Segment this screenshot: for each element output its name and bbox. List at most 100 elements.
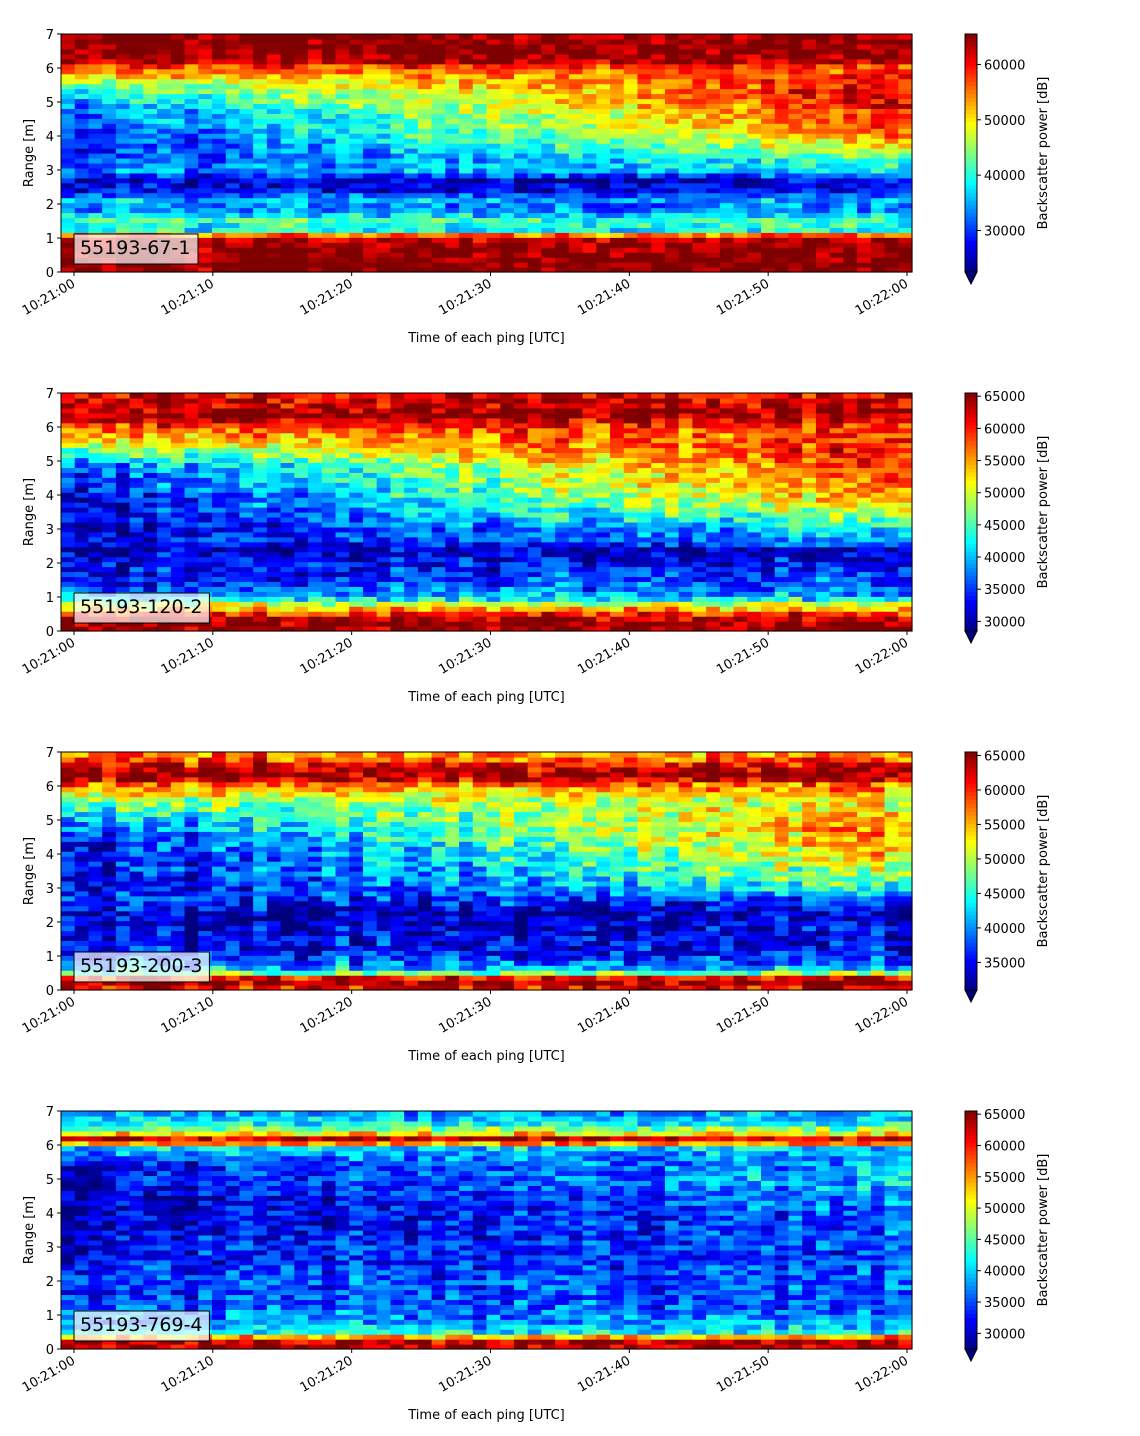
heatmap-cell	[102, 103, 117, 109]
heatmap-cell	[61, 526, 76, 533]
heatmap-cell	[404, 531, 419, 538]
heatmap-cell	[747, 88, 762, 95]
heatmap-cell	[198, 177, 213, 184]
heatmap-cell	[266, 38, 282, 45]
heatmap-cell	[500, 58, 515, 65]
heatmap-cell	[280, 262, 295, 268]
heatmap-cell	[500, 546, 515, 553]
heatmap-cell	[417, 581, 433, 587]
heatmap-cell	[143, 452, 158, 459]
heatmap-cell	[719, 103, 735, 109]
heatmap-cell	[198, 78, 213, 85]
heatmap-cell	[527, 571, 543, 578]
heatmap-cell	[102, 566, 117, 573]
heatmap-cell	[74, 581, 90, 587]
heatmap-cell	[788, 53, 803, 60]
heatmap-cell	[541, 561, 556, 568]
heatmap-cell	[857, 113, 872, 119]
heatmap-cell	[843, 252, 858, 258]
heatmap-cell	[568, 237, 584, 243]
heatmap-cell	[513, 621, 529, 627]
heatmap-cell	[431, 571, 446, 578]
heatmap-cell	[74, 393, 90, 399]
heatmap-cell	[225, 78, 241, 85]
heatmap-cell	[321, 606, 337, 612]
heatmap-cell	[390, 222, 405, 228]
heatmap-cell	[349, 586, 364, 592]
heatmap-cell	[857, 148, 872, 154]
heatmap-cell	[74, 482, 90, 488]
heatmap-cell	[500, 596, 515, 602]
heatmap-cell	[623, 182, 639, 189]
heatmap-cell	[527, 422, 543, 429]
heatmap-cell	[280, 412, 295, 419]
heatmap-cell	[610, 78, 625, 85]
heatmap-cell	[664, 48, 680, 55]
heatmap-cell	[582, 252, 597, 258]
heatmap-cell	[211, 581, 227, 587]
heatmap-cell	[555, 133, 570, 139]
heatmap-cell	[678, 172, 693, 179]
heatmap-cell	[294, 393, 309, 399]
heatmap-cell	[472, 427, 488, 434]
heatmap-cell	[335, 397, 350, 404]
heatmap-cell	[692, 227, 707, 233]
heatmap-cell	[500, 153, 515, 159]
heatmap-cell	[321, 202, 337, 209]
heatmap-cell	[321, 482, 337, 488]
heatmap-cell	[774, 133, 790, 139]
heatmap-cell	[349, 73, 364, 80]
heatmap-cell	[774, 123, 790, 129]
heatmap-cell	[129, 551, 144, 558]
heatmap-cell	[459, 621, 474, 627]
heatmap-cell	[486, 177, 501, 184]
heatmap-cell	[445, 222, 460, 228]
heatmap-cell	[198, 58, 213, 65]
heatmap-cell	[651, 113, 666, 119]
heatmap-cell	[459, 571, 474, 578]
heatmap-cell	[843, 88, 858, 95]
heatmap-cell	[321, 422, 337, 429]
heatmap-cell	[513, 482, 529, 488]
heatmap-cell	[417, 551, 433, 558]
heatmap-cell	[294, 626, 309, 632]
heatmap-cell	[541, 63, 556, 70]
heatmap-cell	[431, 153, 446, 159]
heatmap-cell	[664, 217, 680, 224]
heatmap-cell	[115, 93, 131, 100]
heatmap-cell	[774, 262, 790, 268]
heatmap-cell	[527, 192, 543, 199]
heatmap-cell	[747, 202, 762, 209]
heatmap-cell	[568, 88, 584, 95]
x-axis-label: Time of each ping [UTC]	[407, 331, 565, 346]
heatmap-cell	[225, 53, 241, 60]
heatmap-cell	[143, 467, 158, 473]
heatmap-cell	[376, 432, 392, 439]
heatmap-cell	[623, 113, 639, 119]
heatmap-cell	[198, 571, 213, 578]
heatmap-cell	[335, 516, 350, 523]
heatmap-cell	[74, 467, 90, 473]
heatmap-cell	[115, 262, 131, 268]
heatmap-cell	[198, 34, 213, 40]
heatmap-cell	[870, 34, 886, 40]
heatmap-cell	[362, 58, 378, 65]
heatmap-cell	[513, 452, 529, 459]
heatmap-cell	[294, 462, 309, 468]
heatmap-cell	[870, 207, 886, 214]
heatmap-cell	[431, 596, 446, 602]
heatmap-cell	[170, 581, 186, 587]
heatmap-cell	[884, 138, 899, 144]
heatmap-cell	[637, 222, 652, 228]
heatmap-cell	[513, 551, 529, 558]
heatmap-cell	[747, 212, 762, 219]
heatmap-cell	[143, 133, 158, 139]
heatmap-cell	[513, 177, 529, 184]
heatmap-cell	[664, 78, 680, 85]
heatmap-cell	[211, 212, 227, 219]
heatmap-cell	[157, 487, 172, 493]
heatmap-cell	[294, 252, 309, 258]
heatmap-cell	[555, 462, 570, 468]
heatmap-cell	[335, 34, 350, 40]
heatmap-cell	[513, 138, 529, 144]
